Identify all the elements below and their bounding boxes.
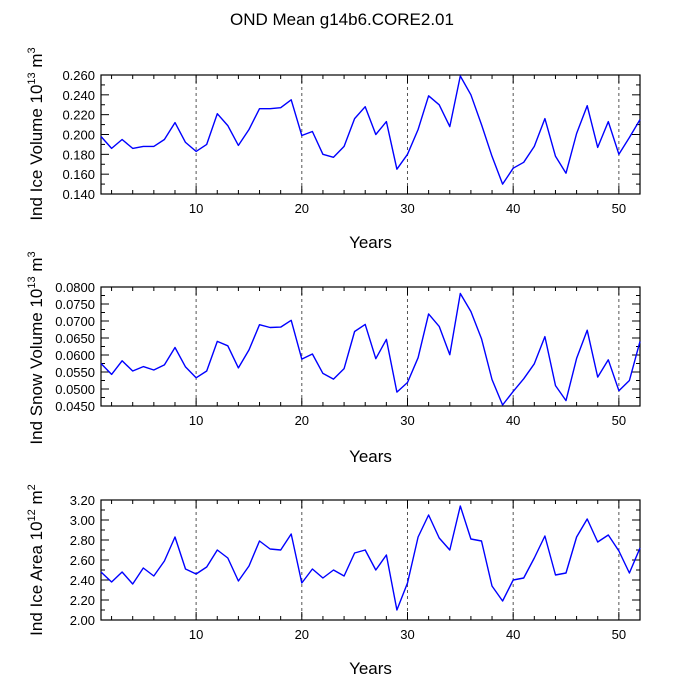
y-tick-label: 0.160 [62, 167, 95, 182]
x-tick-label: 30 [400, 413, 414, 428]
y-axis-label-unit_exponent: 3 [26, 47, 38, 53]
y-axis-label-exponent: 12 [26, 509, 38, 521]
y-tick-label: 0.0700 [55, 314, 95, 329]
y-axis-label-unit: m [27, 258, 46, 277]
y-axis-label-unit_exponent: 3 [26, 251, 38, 257]
y-tick-label: 0.0750 [55, 297, 95, 312]
y-tick-label: 0.220 [62, 108, 95, 123]
y-axis-label-prefix: Ind Ice Area 10 [27, 521, 46, 635]
y-axis-label-prefix: Ind Ice Volume 10 [27, 85, 46, 221]
series-line [100, 75, 641, 185]
y-axis-label-exponent: 13 [26, 276, 38, 288]
y-tick-label: 0.0450 [55, 399, 95, 414]
series-line [100, 292, 641, 406]
panel-2: 10 20 30 40 50 0.0450 0.0500 0.0550 0.0600 0.0650… [26, 251, 641, 466]
x-tick-label: 40 [506, 201, 520, 216]
y-axis-label-unit_exponent: 2 [26, 484, 38, 490]
x-tick-label: 20 [295, 413, 309, 428]
y-tick-label: 0.140 [62, 187, 95, 202]
x-tick-label: 20 [295, 627, 309, 642]
y-axis-label-unit: m [27, 490, 46, 509]
x-tick-label: 30 [400, 627, 414, 642]
y-tick-label: 2.00 [70, 613, 95, 628]
series-line [100, 505, 641, 611]
y-tick-label: 0.0550 [55, 365, 95, 380]
y-tick-label: 0.0600 [55, 348, 95, 363]
y-axis-label: Ind Snow Volume 1013 m3 [26, 251, 46, 444]
y-axis-label-unit: m [27, 53, 46, 72]
x-tick-label: 10 [189, 413, 203, 428]
y-axis-label-exponent: 13 [26, 72, 38, 84]
plot-frame [100, 286, 641, 407]
y-tick-label: 0.200 [62, 128, 95, 143]
figure-title: OND Mean g14b6.CORE2.01 [230, 10, 454, 29]
x-tick-label: 40 [506, 413, 520, 428]
y-axis-label: Ind Ice Volume 1013 m3 [26, 47, 46, 220]
x-tick-label: 50 [612, 201, 626, 216]
y-tick-label: 0.180 [62, 147, 95, 162]
x-axis-label: Years [349, 447, 392, 466]
x-tick-label: 50 [612, 627, 626, 642]
y-tick-label: 0.0650 [55, 331, 95, 346]
panel-1: 10 20 30 40 50 0.140 0.160 0.180 0.200 0.220 0.240… [26, 47, 641, 252]
y-axis-label-prefix: Ind Snow Volume 10 [27, 289, 46, 445]
x-tick-label: 30 [400, 201, 414, 216]
x-tick-label: 10 [189, 627, 203, 642]
y-tick-label: 2.20 [70, 593, 95, 608]
y-tick-label: 3.00 [70, 513, 95, 528]
y-tick-label: 0.0800 [55, 280, 95, 295]
y-tick-label: 0.260 [62, 68, 95, 83]
y-tick-label: 0.0500 [55, 382, 95, 397]
x-tick-label: 20 [295, 201, 309, 216]
panels: 10 20 30 40 50 0.140 0.160 0.180 0.200 0.220 0.240… [26, 47, 641, 678]
x-axis-label: Years [349, 659, 392, 678]
x-axis-label: Years [349, 233, 392, 252]
panel-3: 10 20 30 40 50 2.00 2.20 2.40 2.60 2.80 3.00 3.20 Ye… [26, 484, 641, 678]
x-tick-label: 40 [506, 627, 520, 642]
y-tick-label: 2.40 [70, 573, 95, 588]
y-tick-label: 0.240 [62, 88, 95, 103]
y-tick-label: 2.60 [70, 553, 95, 568]
x-tick-label: 10 [189, 201, 203, 216]
y-tick-label: 2.80 [70, 533, 95, 548]
y-axis-label: Ind Ice Area 1012 m2 [26, 484, 46, 636]
y-tick-label: 3.20 [70, 493, 95, 508]
x-tick-label: 50 [612, 413, 626, 428]
